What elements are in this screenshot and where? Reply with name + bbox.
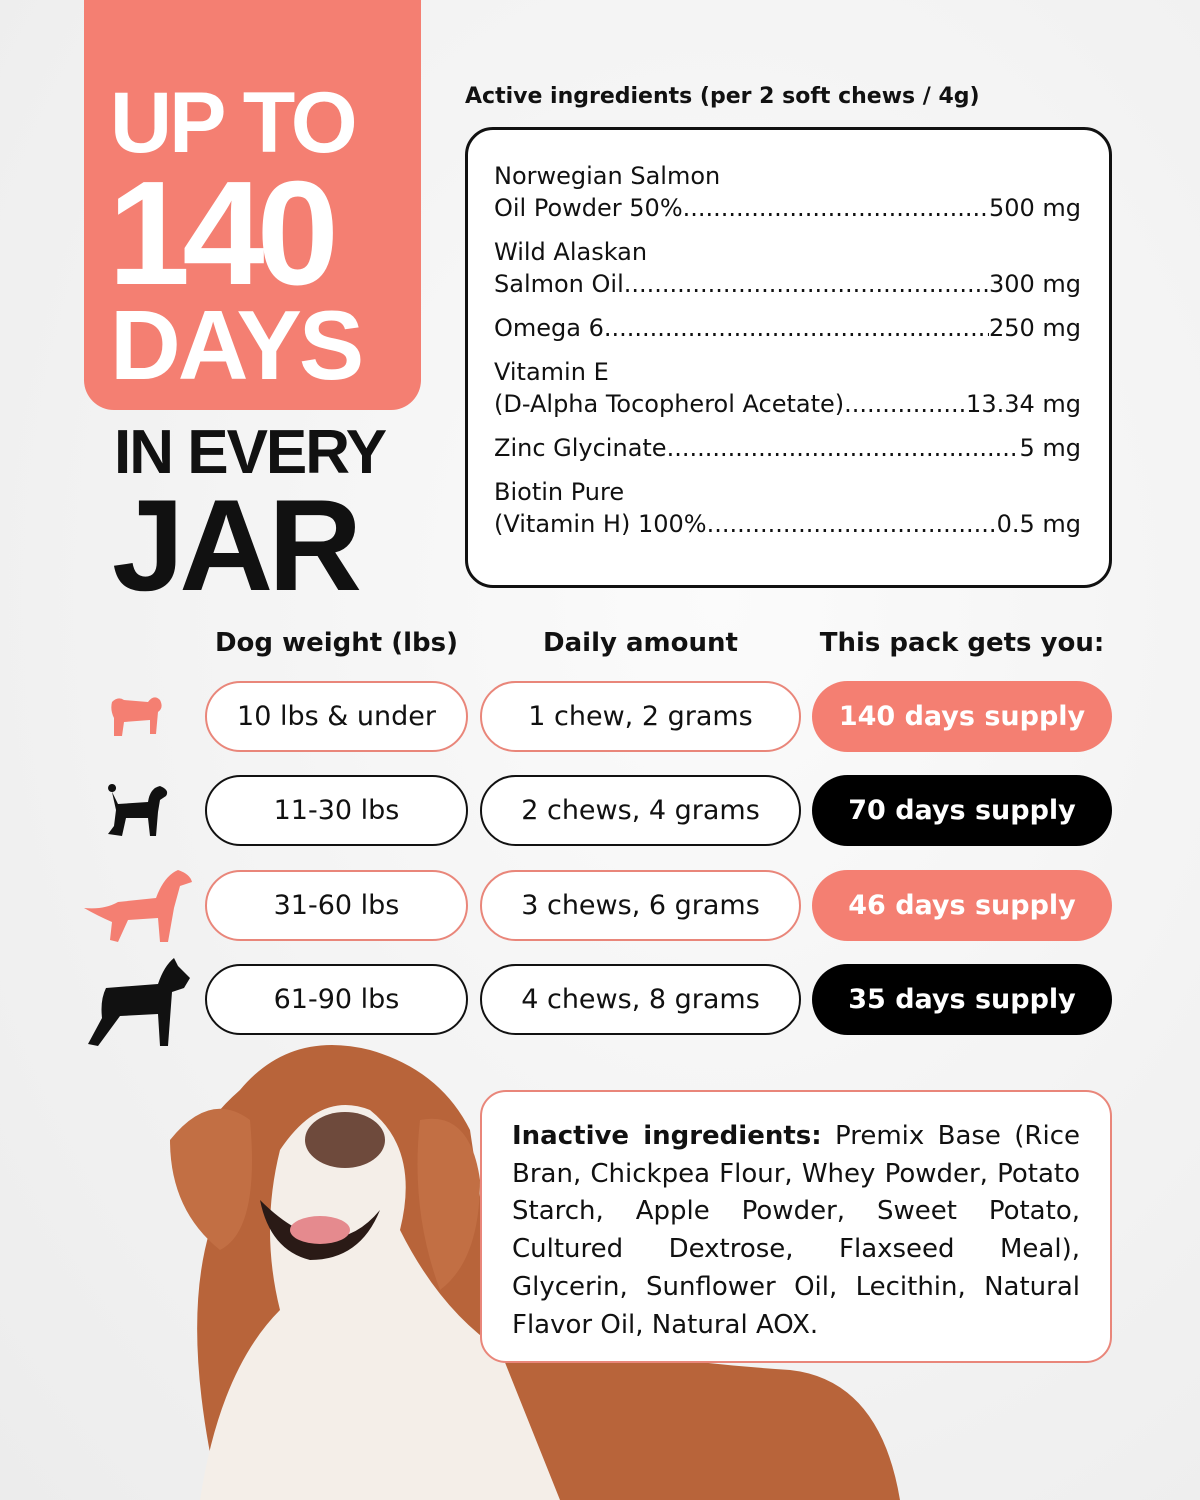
ingredient-amount: 500 mg [988, 194, 1081, 222]
ingredient-name: Vitamin E [494, 358, 609, 386]
supply-badge: 35 days supply [812, 964, 1112, 1035]
ingredient-name: Zinc Glycinate [494, 434, 667, 462]
active-ingredients-heading: Active ingredients (per 2 soft chews / 4… [465, 84, 980, 109]
poodle-silhouette-icon [108, 784, 168, 836]
hero-days: DAYS [110, 290, 364, 400]
ingredient-amount: 13.34 mg [966, 390, 1081, 418]
supply-badge: 70 days supply [812, 775, 1112, 846]
beagle-dog-photo [170, 1045, 900, 1500]
header-pack-supply: This pack gets you: [819, 628, 1105, 658]
ingredient-amount: 0.5 mg [996, 510, 1081, 538]
amount-cell: 4 chews, 8 grams [480, 964, 801, 1035]
amount-cell: 2 chews, 4 grams [480, 775, 801, 846]
ingredient-row: Zinc Glycinate 5 mg [494, 432, 1081, 464]
header-daily-amount: Daily amount [543, 628, 738, 658]
ingredient-name-2: Salmon Oil [494, 270, 624, 298]
boxer-silhouette-icon [88, 958, 190, 1046]
hero-in-every: IN EVERY [114, 418, 387, 487]
hero-number: 140 [108, 151, 339, 316]
hero-banner [84, 0, 421, 410]
ingredient-row: Norwegian Salmon Oil Powder 50% 500 mg [494, 160, 1081, 224]
hero-up-to: UP TO [110, 75, 358, 171]
amount-cell: 1 chew, 2 grams [480, 681, 801, 752]
pug-silhouette-icon [111, 697, 162, 736]
ingredient-amount: 300 mg [988, 270, 1081, 298]
supply-badge: 46 days supply [812, 870, 1112, 941]
ingredient-name: Wild Alaskan [494, 238, 648, 266]
inactive-label: Inactive ingredients: [512, 1121, 822, 1151]
ingredient-name-2: (Vitamin H) 100% [494, 510, 707, 538]
weight-cell: 10 lbs & under [205, 681, 468, 752]
inactive-text: Premix Base (Rice Bran, Chickpea Flour, … [512, 1121, 1080, 1340]
weight-cell: 11-30 lbs [205, 775, 468, 846]
weight-cell: 31-60 lbs [205, 870, 468, 941]
ingredient-amount: 5 mg [1019, 434, 1081, 462]
ingredient-name: Biotin Pure [494, 478, 625, 506]
hero-jar: JAR [112, 472, 362, 618]
ingredient-name-2: Oil Powder 50% [494, 194, 683, 222]
ingredient-amount: 250 mg [988, 314, 1081, 342]
active-ingredients-box: Norwegian Salmon Oil Powder 50% 500 mg Wil… [465, 127, 1112, 588]
ingredient-row: Wild Alaskan Salmon Oil 300 mg [494, 236, 1081, 300]
amount-cell: 3 chews, 6 grams [480, 870, 801, 941]
supply-badge: 140 days supply [812, 681, 1112, 752]
ingredient-row: Vitamin E (D-Alpha Tocopherol Acetate) 13.… [494, 356, 1081, 420]
setter-silhouette-icon [84, 870, 192, 942]
ingredient-name-2: (D-Alpha Tocopherol Acetate) [494, 390, 845, 418]
inactive-ingredients-box: Inactive ingredients: Premix Base (Rice … [480, 1090, 1112, 1363]
weight-cell: 61-90 lbs [205, 964, 468, 1035]
ingredient-row: Omega 6 250 mg [494, 312, 1081, 344]
ingredient-row: Biotin Pure (Vitamin H) 100% 0.5 mg [494, 476, 1081, 540]
ingredient-name: Norwegian Salmon [494, 162, 721, 190]
ingredient-name: Omega 6 [494, 314, 604, 342]
header-dog-weight: Dog weight (lbs) [214, 628, 459, 658]
